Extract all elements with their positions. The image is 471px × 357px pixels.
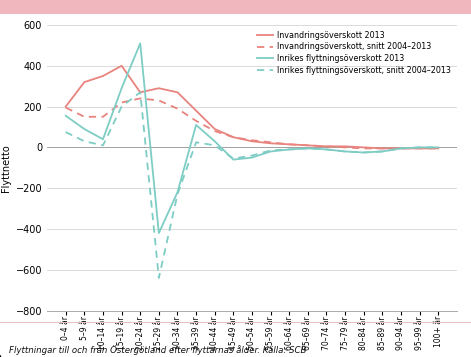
Invandringsöverskott, snitt 2004–2013 [100,115,106,119]
Inrikes flyttningsöverskott, snitt 2004–2013 [342,149,348,154]
Invandringsöverskott, snitt 2004–2013 [268,140,274,145]
Inrikes flyttningsöverskott 2013 [342,149,348,154]
Inrikes flyttningsöverskott, snitt 2004–2013 [119,105,124,109]
Inrikes flyttningsöverskott 2013 [156,231,162,235]
Invandringsöverskott 2013 [380,146,385,151]
Inrikes flyttningsöverskott 2013 [138,41,143,45]
Invandringsöverskott 2013 [286,142,292,146]
Invandringsöverskott, snitt 2004–2013 [342,145,348,150]
Inrikes flyttningsöverskott 2013 [81,127,87,131]
Inrikes flyttningsöverskott, snitt 2004–2013 [417,145,422,150]
Invandringsöverskott 2013 [398,146,404,151]
Invandringsöverskott 2013 [81,80,87,84]
Inrikes flyttningsöverskott, snitt 2004–2013 [230,156,236,161]
Invandringsöverskott, snitt 2004–2013 [193,119,199,123]
Invandringsöverskott, snitt 2004–2013 [138,96,143,101]
Inrikes flyttningsöverskott 2013 [435,145,441,150]
Invandringsöverskott, snitt 2004–2013 [212,129,218,133]
Invandringsöverskott, snitt 2004–2013 [230,135,236,139]
Invandringsöverskott 2013 [138,90,143,95]
Invandringsöverskott, snitt 2004–2013 [305,143,311,147]
Invandringsöverskott 2013 [212,127,218,131]
Inrikes flyttningsöverskott, snitt 2004–2013 [156,276,162,280]
Inrikes flyttningsöverskott 2013 [193,123,199,127]
Invandringsöverskott 2013 [324,144,329,149]
Invandringsöverskott 2013 [417,146,422,151]
Inrikes flyttningsöverskott 2013 [286,147,292,152]
Inrikes flyttningsöverskott, snitt 2004–2013 [100,143,106,147]
Inrikes flyttningsöverskott 2013 [361,150,366,155]
Invandringsöverskott 2013 [119,64,124,68]
Inrikes flyttningsöverskott 2013 [417,145,422,150]
Inrikes flyttningsöverskott 2013 [230,157,236,162]
Invandringsöverskott, snitt 2004–2013 [249,138,255,142]
Inrikes flyttningsöverskott 2013 [398,146,404,151]
Inrikes flyttningsöverskott, snitt 2004–2013 [398,146,404,151]
Invandringsöverskott 2013 [435,146,441,151]
Invandringsöverskott, snitt 2004–2013 [417,146,422,151]
Inrikes flyttningsöverskott, snitt 2004–2013 [193,140,199,145]
Inrikes flyttningsöverskott, snitt 2004–2013 [324,147,329,152]
Invandringsöverskott, snitt 2004–2013 [63,105,69,110]
Invandringsöverskott 2013 [100,74,106,78]
Inrikes flyttningsöverskott 2013 [268,149,274,154]
Invandringsöverskott, snitt 2004–2013 [435,146,441,151]
Invandringsöverskott 2013 [156,86,162,90]
Line: Inrikes flyttningsöverskott, snitt 2004–2013: Inrikes flyttningsöverskott, snitt 2004–… [66,92,438,278]
Legend: Invandringsöverskott 2013, Invandringsöverskott, snitt 2004–2013, Inrikes flyttn: Invandringsöverskott 2013, Invandringsöv… [256,29,453,77]
Line: Invandringsöverskott 2013: Invandringsöverskott 2013 [66,66,438,149]
Invandringsöverskott 2013 [230,135,236,139]
Invandringsöverskott 2013 [361,145,366,150]
Inrikes flyttningsöverskott 2013 [63,114,69,118]
Inrikes flyttningsöverskott, snitt 2004–2013 [138,90,143,95]
Inrikes flyttningsöverskott 2013 [175,190,180,195]
Inrikes flyttningsöverskott, snitt 2004–2013 [63,130,69,134]
Inrikes flyttningsöverskott, snitt 2004–2013 [380,149,385,154]
Inrikes flyttningsöverskott 2013 [249,155,255,160]
Invandringsöverskott 2013 [342,144,348,149]
Invandringsöverskott 2013 [249,139,255,144]
Inrikes flyttningsöverskott 2013 [119,86,124,90]
Invandringsöverskott 2013 [193,109,199,113]
Line: Invandringsöverskott, snitt 2004–2013: Invandringsöverskott, snitt 2004–2013 [66,99,438,149]
Inrikes flyttningsöverskott, snitt 2004–2013 [286,147,292,152]
Invandringsöverskott, snitt 2004–2013 [324,144,329,149]
Invandringsöverskott 2013 [305,143,311,147]
Inrikes flyttningsöverskott, snitt 2004–2013 [361,150,366,155]
Invandringsöverskott, snitt 2004–2013 [361,146,366,151]
Invandringsöverskott, snitt 2004–2013 [286,142,292,146]
Line: Inrikes flyttningsöverskott 2013: Inrikes flyttningsöverskott 2013 [66,43,438,233]
Inrikes flyttningsöverskott 2013 [100,137,106,141]
Inrikes flyttningsöverskott, snitt 2004–2013 [212,143,218,147]
Invandringsöverskott 2013 [63,105,69,109]
Invandringsöverskott, snitt 2004–2013 [119,100,124,105]
Inrikes flyttningsöverskott 2013 [380,149,385,154]
Invandringsöverskott, snitt 2004–2013 [175,106,180,111]
Invandringsöverskott 2013 [175,90,180,95]
Inrikes flyttningsöverskott, snitt 2004–2013 [268,148,274,152]
Text: Flyttningar till och från Östergötland efter flyttarnas ålder. Källa: SCB: Flyttningar till och från Östergötland e… [9,345,307,355]
Invandringsöverskott, snitt 2004–2013 [398,146,404,151]
Invandringsöverskott, snitt 2004–2013 [380,146,385,151]
Y-axis label: Flyttnetto: Flyttnetto [1,144,11,192]
Invandringsöverskott, snitt 2004–2013 [81,115,87,119]
Inrikes flyttningsöverskott 2013 [305,146,311,151]
Inrikes flyttningsöverskott, snitt 2004–2013 [249,154,255,158]
Inrikes flyttningsöverskott 2013 [324,147,329,152]
Inrikes flyttningsöverskott, snitt 2004–2013 [81,139,87,144]
Inrikes flyttningsöverskott, snitt 2004–2013 [305,146,311,151]
Inrikes flyttningsöverskott 2013 [212,139,218,144]
Inrikes flyttningsöverskott, snitt 2004–2013 [175,192,180,196]
Invandringsöverskott 2013 [268,141,274,145]
Invandringsöverskott, snitt 2004–2013 [156,98,162,102]
Inrikes flyttningsöverskott, snitt 2004–2013 [435,145,441,150]
